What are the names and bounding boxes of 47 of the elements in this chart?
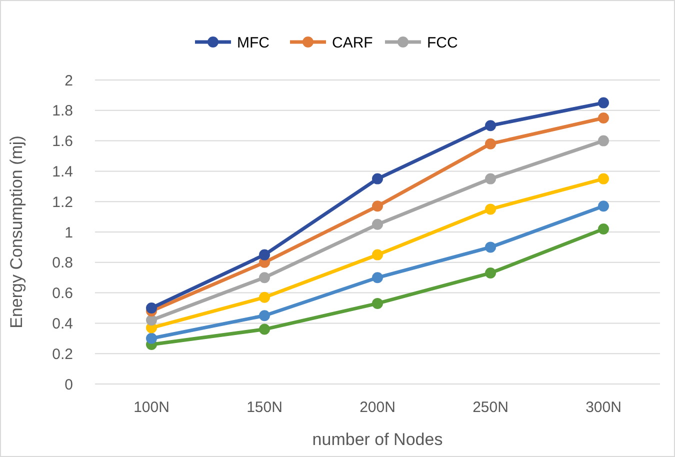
y-tick-label: 0 [64, 376, 73, 394]
point [485, 268, 496, 279]
point [485, 138, 496, 150]
y-tick-label: 0.4 [52, 315, 73, 332]
point [372, 249, 383, 260]
y-tick-label: 2 [64, 72, 73, 90]
point [259, 249, 270, 260]
x-tick-label: 250N [472, 399, 508, 416]
point [372, 218, 383, 230]
x-axis-title: number of Nodes [312, 430, 443, 449]
point [485, 242, 496, 253]
x-tick-label: 300N [586, 399, 622, 416]
point [598, 112, 609, 124]
legend-label: FCC [427, 34, 458, 52]
y-tick-label: 1.2 [52, 194, 73, 211]
point [259, 292, 270, 303]
point [598, 223, 609, 234]
y-tick-label: 1.4 [52, 163, 73, 180]
point [485, 120, 496, 132]
point [372, 173, 383, 184]
point [485, 173, 496, 184]
point [372, 298, 383, 309]
y-tick-label: 0.6 [52, 285, 73, 302]
point [372, 272, 383, 284]
point [485, 204, 496, 215]
point [598, 97, 609, 108]
legend-label: MFC [237, 34, 270, 52]
point [146, 332, 157, 344]
y-tick-label: 1.8 [52, 102, 73, 120]
point [598, 135, 609, 146]
point [372, 200, 383, 212]
point [259, 310, 270, 322]
x-tick-label: 200N [360, 399, 396, 416]
y-tick-label: 0.2 [52, 346, 73, 363]
y-tick-label: 1 [64, 224, 73, 242]
x-tick-label: 100N [134, 399, 170, 416]
y-axis-title: Energy Consumption (mj) [7, 136, 26, 328]
point [259, 324, 270, 335]
point [146, 302, 157, 314]
point [146, 314, 157, 326]
y-tick-label: 1.6 [52, 133, 73, 150]
legend-label: CARF [332, 34, 373, 52]
point [259, 272, 270, 284]
point [598, 200, 609, 212]
y-tick-label: 0.8 [52, 254, 73, 272]
point [598, 173, 609, 184]
x-tick-label: 150N [246, 399, 282, 416]
